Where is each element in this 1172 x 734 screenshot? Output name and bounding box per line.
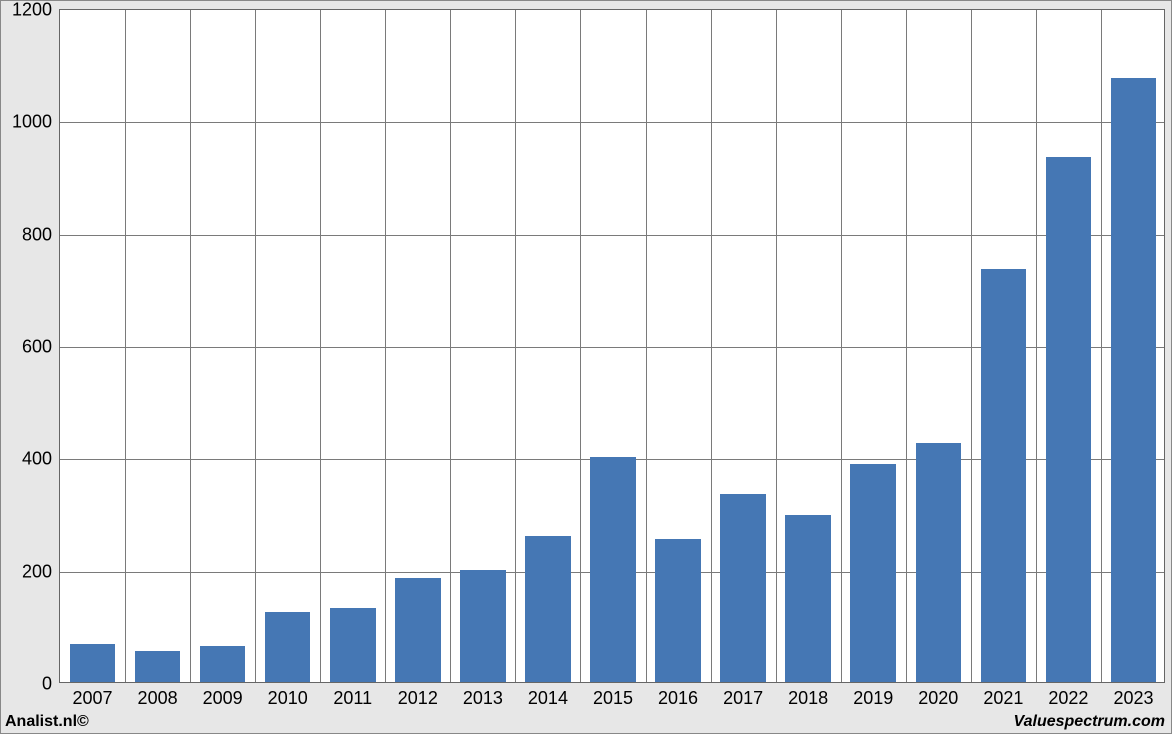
gridline-vertical (515, 10, 516, 682)
gridline-vertical (776, 10, 777, 682)
gridline-vertical (711, 10, 712, 682)
gridline-vertical (1036, 10, 1037, 682)
bar (525, 536, 571, 682)
bar (916, 443, 962, 682)
bar (330, 608, 376, 682)
x-axis-tick-label: 2022 (1048, 682, 1088, 709)
bar (265, 612, 311, 682)
gridline-vertical (906, 10, 907, 682)
y-axis-tick-label: 0 (42, 674, 60, 695)
bar (70, 644, 116, 682)
x-axis-tick-label: 2017 (723, 682, 763, 709)
gridline-horizontal (60, 122, 1164, 123)
bar (850, 464, 896, 682)
y-axis-tick-label: 800 (22, 224, 60, 245)
gridline-vertical (450, 10, 451, 682)
x-axis-tick-label: 2012 (398, 682, 438, 709)
y-axis-tick-label: 600 (22, 337, 60, 358)
bar (655, 539, 701, 682)
x-axis-tick-label: 2011 (333, 682, 372, 709)
bar (1111, 78, 1157, 682)
chart-frame: 0 200 400 600 800 1000 1200 2007 2008 2009 2010 201… (0, 0, 1172, 734)
footer-left-credit: Analist.nl© (5, 713, 89, 731)
x-axis-tick-label: 2016 (658, 682, 698, 709)
gridline-vertical (320, 10, 321, 682)
bar (785, 515, 831, 682)
x-axis-tick-label: 2014 (528, 682, 568, 709)
bar (460, 570, 506, 682)
gridline-horizontal (60, 235, 1164, 236)
y-axis-tick-label: 400 (22, 449, 60, 470)
bar (1046, 157, 1092, 682)
x-axis-tick-label: 2019 (853, 682, 893, 709)
gridline-vertical (971, 10, 972, 682)
y-axis-tick-label: 1000 (12, 112, 60, 133)
plot-area: 0200400600800100012002007200820092010201… (59, 9, 1165, 683)
gridline-vertical (255, 10, 256, 682)
x-axis-tick-label: 2013 (463, 682, 503, 709)
x-axis-tick-label: 2010 (268, 682, 308, 709)
x-axis-tick-label: 2020 (918, 682, 958, 709)
gridline-vertical (125, 10, 126, 682)
x-axis-tick-label: 2009 (203, 682, 243, 709)
y-axis-tick-label: 1200 (12, 0, 60, 21)
bar (720, 494, 766, 682)
x-axis-tick-label: 2015 (593, 682, 633, 709)
footer-right-credit: Valuespectrum.com (1014, 713, 1165, 731)
x-axis-tick-label: 2023 (1113, 682, 1153, 709)
bar (395, 578, 441, 682)
bar (135, 651, 181, 682)
y-axis-tick-label: 200 (22, 561, 60, 582)
x-axis-tick-label: 2018 (788, 682, 828, 709)
x-axis-tick-label: 2007 (72, 682, 112, 709)
bar (200, 646, 246, 683)
gridline-vertical (190, 10, 191, 682)
gridline-vertical (580, 10, 581, 682)
bar (590, 457, 636, 682)
x-axis-tick-label: 2021 (983, 682, 1023, 709)
gridline-vertical (1101, 10, 1102, 682)
gridline-vertical (385, 10, 386, 682)
x-axis-tick-label: 2008 (138, 682, 178, 709)
gridline-vertical (841, 10, 842, 682)
bar (981, 269, 1027, 682)
gridline-vertical (646, 10, 647, 682)
